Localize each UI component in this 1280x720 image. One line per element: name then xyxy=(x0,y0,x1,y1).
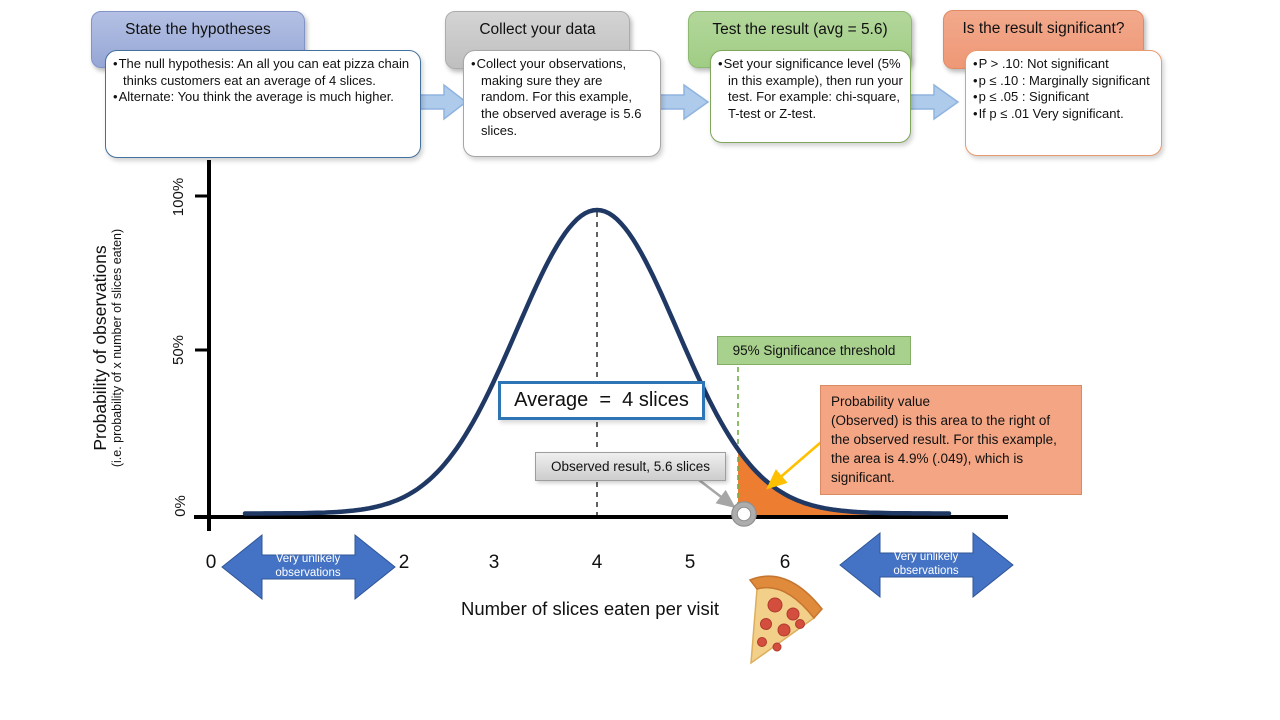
y-axis-title: Probability of observations (i.e. probab… xyxy=(90,158,146,538)
step-title: Collect your data xyxy=(479,21,596,38)
probability-value-note: Probability value (Observed) is this are… xyxy=(820,385,1082,495)
yellow-callout-arrow xyxy=(766,436,828,490)
bullet: Collect your observations, making sure t… xyxy=(477,56,653,139)
flow-arrow-3-icon xyxy=(909,83,960,121)
y-axis-title-sub: (i.e. probability of x number of slices … xyxy=(110,228,125,468)
x-tick-label-0: 0 xyxy=(205,552,217,573)
left-unlikely-label: Very unlikely observations xyxy=(275,553,341,580)
step-title: Test the result (avg = 5.6) xyxy=(712,21,888,38)
step-title: Is the result significant? xyxy=(962,20,1125,37)
pizza-slice-icon xyxy=(748,575,823,665)
left-tail-arrow-icon xyxy=(221,533,396,601)
step-title: State the hypotheses xyxy=(125,21,271,38)
bullet: p ≤ .05 : Significant xyxy=(979,89,1154,106)
bullet: If p ≤ .01 Very significant. xyxy=(979,106,1154,123)
y-axis-title-main: Probability of observations xyxy=(90,245,110,451)
gray-callout-arrow xyxy=(698,479,736,509)
step-body-significance: P > .10: Not significant p ≤ .10 : Margi… xyxy=(965,50,1162,156)
right-unlikely-label: Very unlikely observations xyxy=(893,551,959,578)
right-tail-arrow-icon xyxy=(839,531,1014,599)
step-body-test-result: Set your significance level (5% in this … xyxy=(710,50,911,143)
bullet: p ≤ .10 : Marginally significant xyxy=(979,73,1154,90)
average-label: Average = 4 slices xyxy=(498,381,705,420)
flow-arrow-2-icon xyxy=(659,83,710,121)
normal-distribution-curve xyxy=(242,207,952,516)
step-body-state-hypotheses: The null hypothesis: An all you can eat … xyxy=(105,50,421,158)
x-tick-label-2: 2 xyxy=(398,552,410,573)
y-tick-label-0: 0% xyxy=(172,495,189,517)
bullet: The null hypothesis: An all you can eat … xyxy=(119,56,413,89)
x-tick-label-5: 5 xyxy=(684,552,696,573)
y-tick-label-100: 100% xyxy=(170,177,187,217)
x-tick-label-6: 6 xyxy=(779,552,791,573)
flow-arrow-1-icon xyxy=(419,83,468,121)
bullet: Set your significance level (5% in this … xyxy=(724,56,903,123)
bullet: P > .10: Not significant xyxy=(979,56,1154,73)
observed-result-marker-icon xyxy=(731,501,757,527)
observed-result-label: Observed result, 5.6 slices xyxy=(535,452,726,481)
x-axis-title: Number of slices eaten per visit xyxy=(460,598,720,619)
x-tick-label-4: 4 xyxy=(591,552,603,573)
bullet: Alternate: You think the average is much… xyxy=(119,89,413,106)
significance-threshold-label: 95% Significance threshold xyxy=(717,336,911,365)
step-body-collect-data: Collect your observations, making sure t… xyxy=(463,50,661,157)
x-tick-label-3: 3 xyxy=(488,552,500,573)
y-tick-label-50: 50% xyxy=(170,334,187,366)
